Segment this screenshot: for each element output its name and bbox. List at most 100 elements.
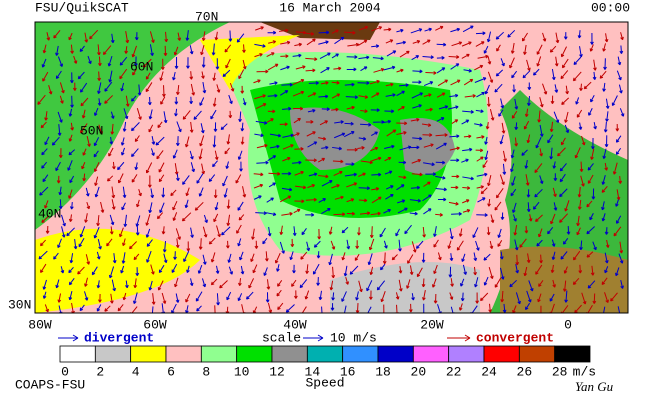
wind-arrow (476, 172, 488, 177)
wind-arrow (436, 67, 446, 74)
wind-arrow (321, 107, 330, 111)
wind-arrow (263, 267, 268, 276)
wind-arrow (486, 31, 492, 43)
wind-arrow (120, 137, 125, 146)
footer-right: Yan Gu (575, 379, 614, 394)
wind-arrow (307, 183, 316, 189)
wind-arrow (576, 227, 581, 236)
wind-arrow (238, 214, 245, 221)
wind-arrow (447, 105, 459, 110)
wind-arrow (278, 28, 289, 33)
wind-arrow (524, 160, 529, 169)
wind-arrow (331, 107, 339, 112)
wind-arrow (201, 56, 206, 68)
wind-arrow (292, 226, 297, 237)
wind-arrow (371, 26, 383, 32)
wind-arrow (586, 200, 593, 208)
wind-arrow (266, 279, 271, 290)
wind-arrow (450, 27, 461, 33)
colorbar-box (94, 345, 132, 363)
wind-arrow (462, 199, 470, 204)
wind-arrow (226, 214, 231, 227)
wind-arrow (183, 250, 190, 263)
wind-arrow (384, 170, 393, 175)
wind-arrow (499, 174, 505, 186)
colorbar-box (377, 345, 414, 363)
wind-arrow (199, 135, 205, 147)
wind-arrow (224, 44, 232, 53)
wind-arrow (333, 212, 346, 217)
wind-arrow (330, 240, 336, 250)
wind-arrow (451, 174, 460, 179)
wind-arrow (121, 252, 126, 264)
wind-arrow (280, 40, 291, 45)
land-africa (500, 246, 628, 313)
wind-arrow (253, 172, 264, 177)
wind-arrow (281, 212, 293, 216)
wind-arrow (549, 293, 555, 302)
wind-arrow (184, 136, 190, 148)
wind-arrow (519, 238, 527, 248)
wind-arrow (295, 65, 306, 70)
wind-arrow (108, 70, 113, 83)
wind-arrow (484, 150, 489, 161)
wind-arrow (174, 108, 178, 117)
convergent-label: convergent (476, 330, 554, 345)
wind-arrow (332, 159, 344, 164)
wind-arrow (509, 57, 515, 69)
wind-arrow (616, 215, 622, 224)
wind-arrow (267, 226, 272, 237)
wind-arrow (473, 252, 478, 262)
wind-arrow (456, 240, 464, 251)
wind-arrow (136, 199, 140, 208)
wind-arrow (104, 95, 114, 104)
wind-arrow (590, 94, 595, 103)
wind-arrow (579, 46, 583, 58)
wind-arrow (319, 120, 328, 126)
wind-arrow (555, 32, 560, 44)
wind-arrow (383, 65, 396, 71)
wind-arrow (238, 278, 242, 287)
wind-arrow (421, 278, 426, 288)
wind-arrow (511, 70, 518, 79)
colorbar-tick: 26 (517, 364, 533, 379)
wind-arrow (562, 238, 569, 245)
wind-arrow (385, 93, 396, 97)
wind-arrow (397, 207, 408, 214)
wind-arrow (602, 43, 607, 52)
wind-arrow (512, 84, 516, 93)
wind-arrow (578, 264, 583, 274)
wind-arrow (360, 109, 368, 113)
wind-arrow (435, 160, 446, 165)
wind-arrow (410, 185, 421, 190)
wind-arrow (189, 278, 194, 287)
colorbar-tick: 28 (552, 364, 568, 379)
colorbar-box (518, 345, 556, 363)
wind-arrow (382, 252, 387, 265)
wind-arrow (56, 175, 61, 184)
wind-arrow (318, 94, 329, 99)
wind-arrow (435, 25, 444, 31)
wind-arrow (150, 148, 155, 156)
wind-arrow (201, 278, 207, 288)
wind-arrow (475, 148, 484, 153)
wind-arrow (451, 41, 463, 47)
wind-arrow (328, 253, 333, 266)
wind-arrow (512, 214, 517, 222)
wind-arrow (212, 72, 217, 81)
wind-arrow (299, 279, 308, 289)
wind-arrow (412, 136, 423, 141)
wind-arrow (461, 53, 470, 59)
wind-arrow (438, 105, 449, 110)
wind-arrow (586, 226, 595, 235)
wind-arrow (601, 201, 605, 211)
wind-arrow (41, 215, 50, 223)
wind-arrow (55, 45, 59, 56)
wind-arrow (156, 212, 164, 220)
wind-arrow (91, 266, 98, 276)
wind-arrow (57, 124, 62, 136)
wind-arrow (404, 224, 412, 235)
wind-arrow (131, 45, 138, 58)
wind-arrow (435, 142, 447, 150)
wind-arrow (208, 237, 216, 245)
